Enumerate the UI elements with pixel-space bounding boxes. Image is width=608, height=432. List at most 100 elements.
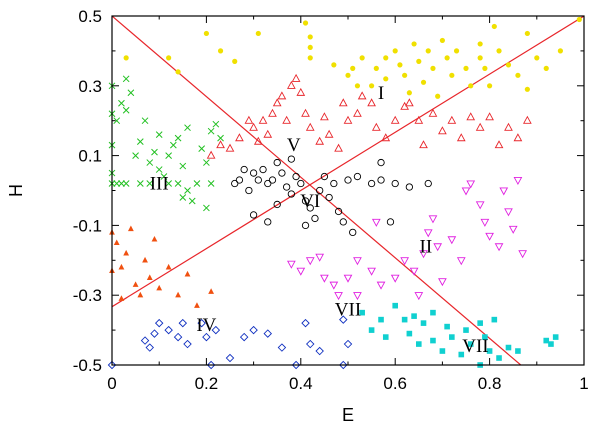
data-point bbox=[334, 207, 343, 216]
data-point bbox=[367, 98, 376, 107]
region-label: III bbox=[150, 174, 169, 195]
data-point bbox=[203, 159, 210, 166]
region-label: II bbox=[420, 236, 433, 257]
data-point bbox=[405, 98, 414, 107]
data-point bbox=[296, 87, 306, 96]
data-point bbox=[154, 318, 164, 328]
y-tick-label: 0.1 bbox=[78, 147, 102, 166]
data-point bbox=[416, 341, 422, 347]
data-point bbox=[235, 176, 244, 184]
data-point bbox=[127, 225, 134, 232]
data-point bbox=[211, 325, 221, 335]
data-point bbox=[504, 208, 513, 217]
data-point bbox=[392, 48, 398, 54]
data-point bbox=[416, 58, 422, 64]
data-point bbox=[206, 150, 216, 159]
data-point bbox=[491, 316, 498, 323]
data-point bbox=[174, 180, 182, 187]
data-point bbox=[475, 122, 485, 131]
data-point bbox=[494, 140, 504, 149]
data-point bbox=[306, 339, 315, 349]
data-point bbox=[165, 180, 172, 187]
data-point bbox=[377, 176, 385, 184]
data-point bbox=[244, 115, 254, 124]
data-point bbox=[225, 353, 235, 363]
data-point bbox=[249, 211, 258, 219]
data-point bbox=[203, 204, 210, 212]
data-point bbox=[216, 140, 225, 149]
data-point bbox=[272, 98, 282, 107]
data-point bbox=[397, 62, 403, 68]
data-point bbox=[263, 329, 272, 338]
data-point bbox=[439, 37, 445, 44]
series-3 bbox=[108, 75, 224, 212]
data-point bbox=[127, 89, 135, 97]
data-point bbox=[411, 313, 417, 319]
data-point bbox=[253, 136, 263, 145]
data-point bbox=[485, 112, 494, 121]
data-point bbox=[207, 180, 215, 187]
data-point bbox=[486, 348, 493, 354]
data-point bbox=[282, 115, 291, 124]
data-point bbox=[343, 274, 353, 283]
data-point bbox=[487, 83, 493, 89]
y-tick-label: -0.5 bbox=[73, 356, 102, 375]
data-point bbox=[548, 341, 554, 347]
data-point bbox=[515, 348, 521, 354]
data-point bbox=[345, 72, 351, 78]
data-point bbox=[430, 337, 436, 344]
data-point bbox=[515, 72, 521, 78]
data-point bbox=[258, 115, 268, 124]
data-point bbox=[179, 162, 187, 170]
data-point bbox=[390, 115, 400, 124]
data-point bbox=[406, 330, 413, 337]
data-point bbox=[456, 257, 466, 266]
data-point bbox=[477, 320, 483, 326]
data-point bbox=[406, 90, 412, 96]
x-tick-label: 1 bbox=[579, 374, 588, 393]
data-point bbox=[371, 122, 381, 131]
data-point bbox=[339, 218, 347, 226]
data-point bbox=[151, 148, 158, 156]
data-point bbox=[477, 41, 483, 47]
data-point bbox=[438, 126, 447, 135]
data-point bbox=[504, 122, 513, 131]
data-point bbox=[302, 20, 309, 26]
region-label: VII bbox=[462, 336, 488, 357]
data-point bbox=[307, 34, 313, 40]
data-point bbox=[307, 44, 313, 51]
data-point bbox=[239, 332, 249, 342]
data-point bbox=[463, 327, 469, 333]
data-point bbox=[468, 83, 474, 89]
data-point bbox=[249, 122, 258, 131]
data-point bbox=[461, 187, 471, 196]
data-point bbox=[359, 55, 365, 61]
data-point bbox=[315, 136, 325, 145]
data-point bbox=[155, 166, 163, 173]
data-point bbox=[240, 165, 248, 174]
data-point bbox=[287, 80, 296, 89]
data-point bbox=[409, 267, 419, 276]
data-point bbox=[359, 309, 365, 316]
data-point bbox=[118, 99, 125, 107]
data-point bbox=[552, 334, 559, 340]
data-point bbox=[496, 48, 502, 54]
data-point bbox=[354, 83, 361, 89]
data-point bbox=[184, 124, 191, 132]
data-point bbox=[249, 169, 258, 177]
data-point bbox=[505, 344, 512, 351]
data-point bbox=[368, 327, 375, 333]
data-point bbox=[391, 179, 399, 188]
data-point bbox=[392, 302, 398, 309]
data-point bbox=[245, 186, 253, 195]
data-point bbox=[524, 86, 530, 92]
data-point bbox=[339, 360, 348, 370]
series-5 bbox=[287, 176, 527, 301]
data-point bbox=[378, 316, 384, 323]
data-point bbox=[343, 115, 353, 124]
data-point bbox=[456, 133, 466, 142]
data-point bbox=[287, 155, 296, 163]
data-point bbox=[301, 318, 310, 328]
data-point bbox=[401, 316, 408, 323]
